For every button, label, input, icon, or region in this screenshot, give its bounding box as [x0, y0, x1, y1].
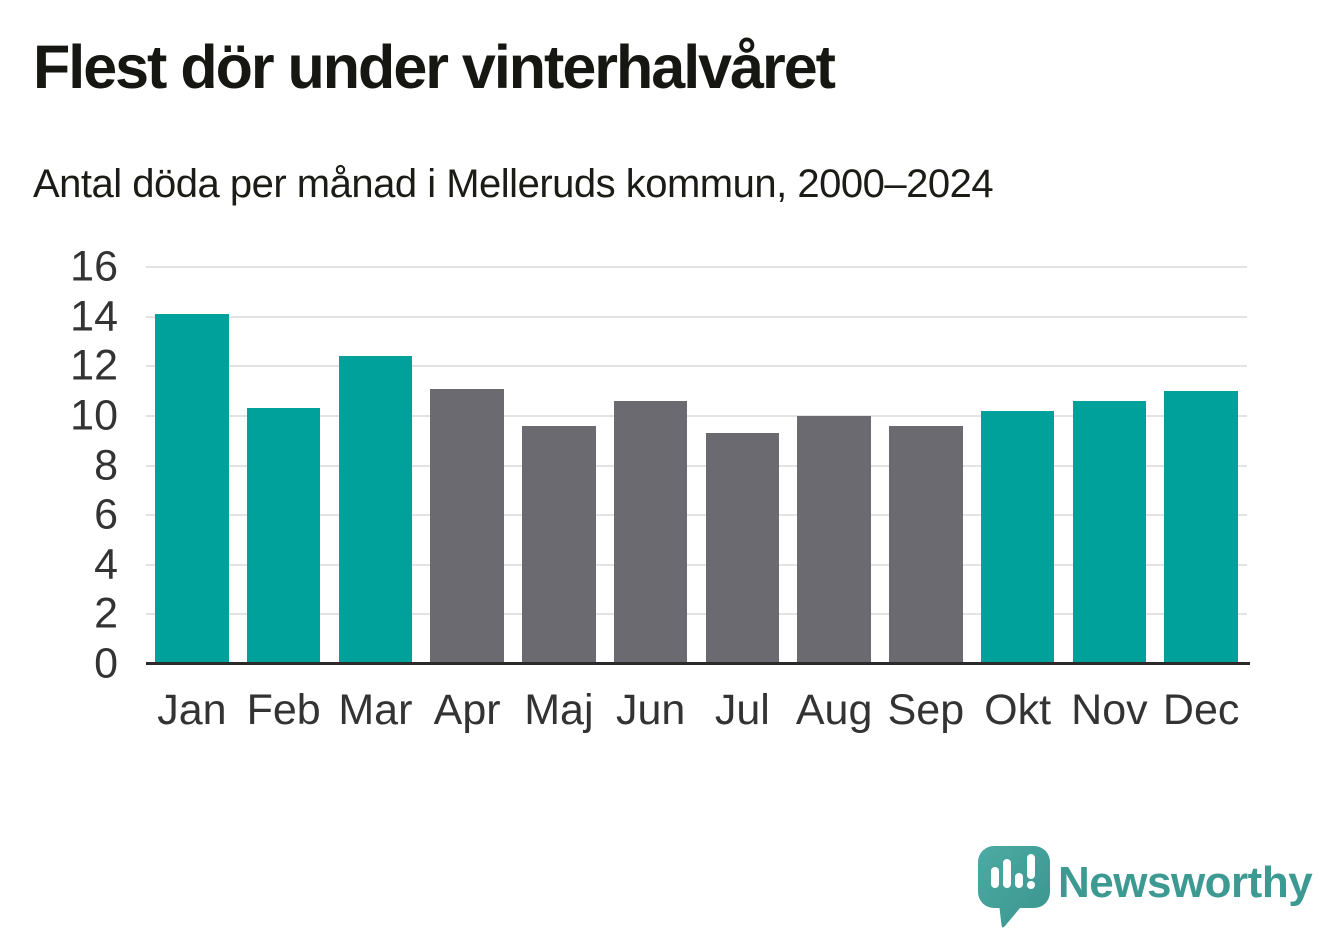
chart-subtitle: Antal döda per månad i Melleruds kommun,…: [33, 162, 994, 206]
x-tick-label: Jul: [714, 686, 770, 734]
gridline: [146, 414, 1247, 417]
x-tick-label: Feb: [246, 686, 321, 734]
y-tick-label: 8: [94, 441, 118, 489]
branding-name: Newsworthy: [1058, 858, 1313, 907]
bar-jan: [155, 314, 229, 664]
bar-jul: [705, 433, 780, 664]
x-tick-label: Nov: [1071, 686, 1148, 734]
x-tick-label: Jun: [615, 686, 686, 734]
x-tick-label: Okt: [984, 686, 1052, 734]
x-tick-label: Aug: [795, 686, 873, 734]
x-tick-label: Dec: [1162, 686, 1240, 734]
y-axis-tick-labels: 0 2 4 6 8 10 12 14 16: [0, 245, 118, 685]
gridline: [146, 266, 1247, 268]
y-tick-label: 2: [94, 589, 118, 638]
x-axis-tick-labels: Jan Feb Mar Apr Maj Jun Jul Aug Sep Okt Nov Dec: [146, 686, 1247, 741]
gridline: [146, 464, 1247, 467]
y-tick-label: 10: [70, 391, 118, 440]
bar-maj: [522, 425, 596, 664]
gridline: [146, 613, 1247, 616]
gridline: [146, 315, 1247, 318]
y-tick-label: 6: [94, 490, 118, 539]
x-tick-label: Maj: [524, 686, 594, 734]
x-tick-label: Mar: [338, 686, 413, 734]
bar-dec: [1164, 391, 1238, 664]
x-tick-label: Jan: [157, 686, 227, 734]
x-tick-label: Sep: [887, 686, 965, 734]
x-tick-label: Apr: [433, 686, 501, 734]
bar-okt: [980, 410, 1055, 664]
y-tick-label: 12: [70, 341, 118, 390]
bar-aug: [797, 415, 871, 664]
gridline: [146, 514, 1247, 517]
newsworthy-logo-icon: [978, 846, 1050, 928]
plot-area: [146, 266, 1251, 665]
chart-title: Flest dör under vinterhalvåret: [33, 33, 836, 101]
y-tick-label: 0: [94, 639, 118, 688]
bar-nov: [1072, 401, 1147, 664]
y-tick-label: 4: [94, 540, 118, 589]
bar-mar: [338, 356, 413, 664]
y-tick-label: 16: [70, 242, 118, 291]
bar-apr: [430, 388, 504, 664]
y-tick-label: 14: [70, 292, 118, 341]
gridline: [146, 563, 1247, 566]
bar-sep: [889, 425, 963, 664]
bar-feb: [246, 408, 321, 664]
bar-jun: [613, 401, 688, 664]
gridline: [146, 365, 1247, 368]
x-axis-line: [146, 662, 1251, 665]
